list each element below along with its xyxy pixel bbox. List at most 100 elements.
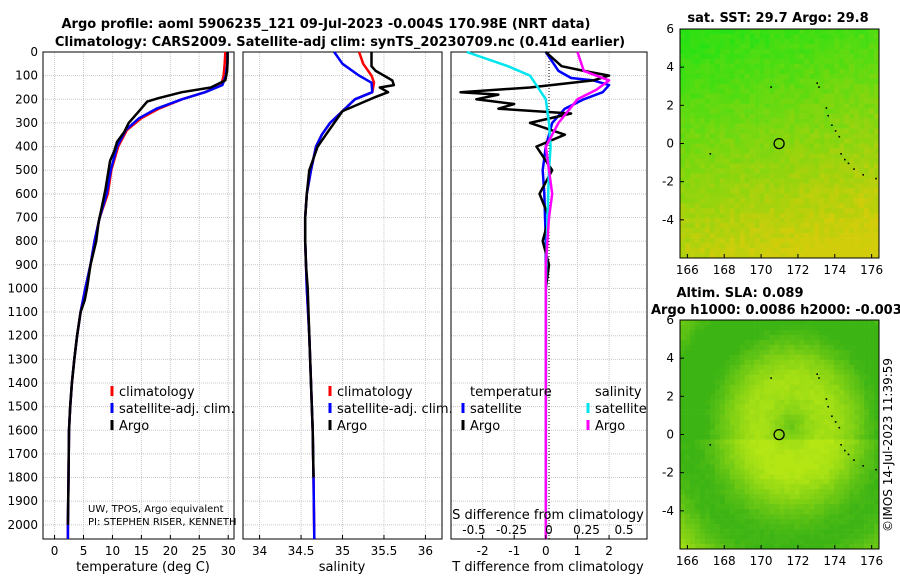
sst-map-title: sat. SST: 29.7 Argo: 29.8 <box>687 11 868 26</box>
map-cell <box>774 143 780 149</box>
map-cell <box>854 419 860 425</box>
island-dot <box>831 124 833 126</box>
map-cell <box>809 58 815 65</box>
map-cell <box>829 208 835 214</box>
map-cell <box>764 519 770 525</box>
map-cell <box>729 449 736 455</box>
map-cell <box>680 108 686 114</box>
map-cell <box>834 329 840 336</box>
map-cell <box>709 138 716 144</box>
map-cell <box>779 178 785 184</box>
map-cell <box>804 334 810 341</box>
map-cell <box>874 198 880 204</box>
map-cell <box>699 514 706 520</box>
map-cell <box>824 384 830 390</box>
map-cell <box>874 108 880 114</box>
map-cell <box>784 228 790 234</box>
map-cell <box>769 133 775 139</box>
map-cell <box>734 324 740 331</box>
map-cell <box>854 369 860 376</box>
map-cell <box>719 514 726 520</box>
map-cell <box>789 374 795 381</box>
map-cell <box>834 168 840 174</box>
map-cell <box>680 213 686 219</box>
map-cell <box>874 439 880 445</box>
map-cell <box>849 248 855 254</box>
map-cell <box>684 53 691 60</box>
map-cell <box>799 384 805 390</box>
map-cell <box>739 163 745 169</box>
map-cell <box>824 404 830 410</box>
map-cell <box>709 534 716 540</box>
map-cell <box>794 529 800 535</box>
map-cell <box>849 384 855 390</box>
map-cell <box>829 399 835 405</box>
map-cell <box>734 213 740 219</box>
map-cell <box>844 228 850 234</box>
map-cell <box>869 369 875 376</box>
lat-tick-label: 0 <box>666 428 674 442</box>
map-cell <box>824 228 830 234</box>
map-cell <box>734 33 740 40</box>
map-cell <box>749 544 755 550</box>
map-cell <box>794 223 800 229</box>
map-cell <box>864 83 870 90</box>
map-cell <box>754 404 760 410</box>
map-cell <box>680 208 686 214</box>
map-cell <box>694 218 701 224</box>
map-cell <box>774 173 780 179</box>
map-cell <box>684 474 691 480</box>
map-cell <box>684 233 691 239</box>
map-cell <box>814 73 820 80</box>
map-cell <box>839 514 845 520</box>
map-cell <box>694 63 701 70</box>
map-cell <box>734 163 740 169</box>
map-cell <box>714 379 721 386</box>
map-cell <box>724 233 731 239</box>
map-cell <box>729 183 736 189</box>
map-cell <box>689 103 696 109</box>
map-cell <box>764 233 770 239</box>
map-cell <box>864 133 870 139</box>
map-cell <box>724 58 731 65</box>
map-cell <box>694 499 701 505</box>
map-cell <box>719 444 726 450</box>
map-cell <box>824 539 830 545</box>
map-cell <box>739 238 745 244</box>
map-cell <box>844 459 850 465</box>
map-cell <box>759 183 765 189</box>
map-cell <box>719 98 726 104</box>
map-cell <box>734 434 740 440</box>
map-cell <box>684 399 691 405</box>
map-cell <box>794 444 800 450</box>
map-cell <box>754 143 760 149</box>
map-cell <box>874 464 880 470</box>
map-cell <box>804 369 810 376</box>
map-cell <box>774 118 780 124</box>
map-cell <box>739 33 745 40</box>
map-cell <box>829 544 835 550</box>
map-cell <box>769 68 775 75</box>
map-cell <box>814 469 820 475</box>
map-cell <box>704 364 711 371</box>
map-cell <box>714 389 721 395</box>
lon-tick-label: 170 <box>750 554 773 568</box>
map-cell <box>819 158 825 164</box>
map-cell <box>714 153 721 159</box>
map-cell <box>754 78 760 85</box>
map-cell <box>749 53 755 60</box>
map-cell <box>794 188 800 194</box>
map-cell <box>859 203 865 209</box>
map-cell <box>804 320 810 326</box>
map-cell <box>749 148 755 154</box>
map-cell <box>864 183 870 189</box>
salinity-legend: climatology satellite-adj. clim. Argo <box>328 385 453 434</box>
map-cell <box>709 409 716 415</box>
map-cell <box>849 414 855 420</box>
legend-label-s-argo: Argo <box>595 419 625 434</box>
map-cell <box>854 509 860 515</box>
map-cell <box>744 544 750 550</box>
map-cell <box>819 48 825 55</box>
map-cell <box>854 394 860 400</box>
